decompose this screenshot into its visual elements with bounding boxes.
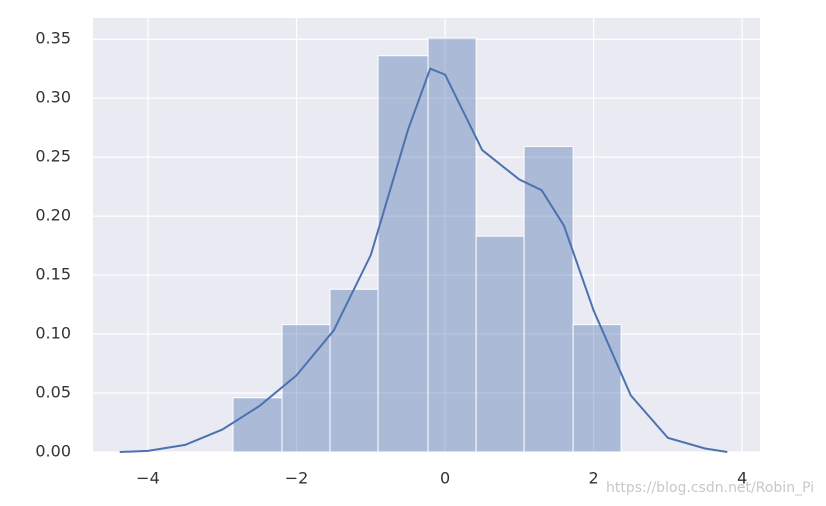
plot-area [93,18,760,452]
histogram-bar [329,288,379,453]
x-tick-label: −2 [285,469,309,488]
y-tick-label: 0.10 [35,324,71,343]
x-tick-label: 4 [737,469,747,488]
histogram-bar [523,146,574,453]
histogram-bar [572,324,622,453]
y-tick-label: 0.30 [35,88,71,107]
histogram-bar [232,397,283,453]
histogram-bar [475,235,525,453]
x-tick-label: 0 [440,469,450,488]
y-tick-label: 0.00 [35,442,71,461]
y-tick-label: 0.05 [35,383,71,402]
histogram-bar [377,55,429,453]
watermark: https://blog.csdn.net/Robin_Pi [606,480,814,496]
x-tick-label: 2 [589,469,599,488]
y-tick-label: 0.15 [35,265,71,284]
histogram-bar [427,37,477,453]
x-tick-label: −4 [136,469,160,488]
kde-line [119,67,728,453]
y-tick-label: 0.25 [35,147,71,166]
y-tick-label: 0.35 [35,29,71,48]
y-tick-label: 0.20 [35,206,71,225]
